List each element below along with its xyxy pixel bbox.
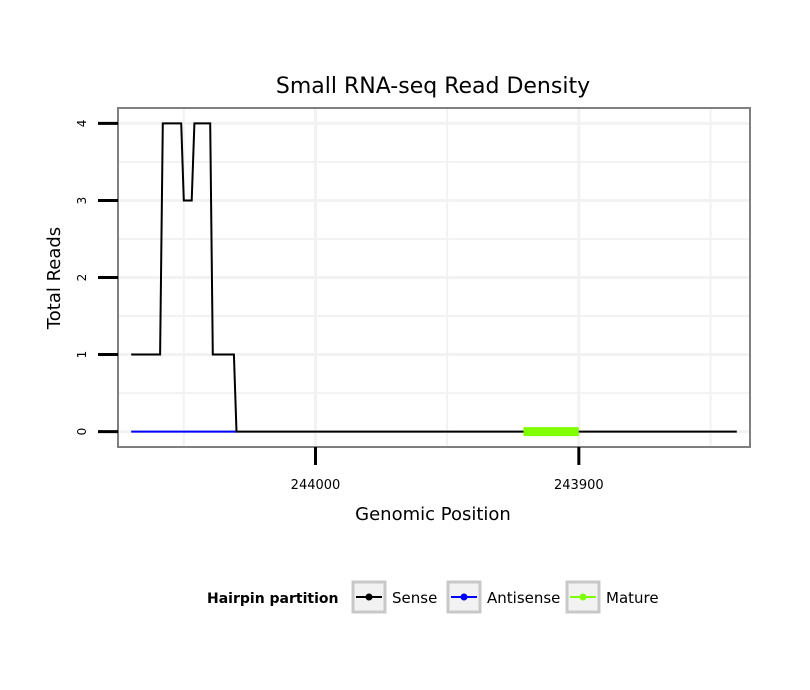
legend-item-sense: Sense [351,580,437,614]
y-tick-label-2: 2 [75,274,89,282]
legend-label-sense: Sense [392,589,437,607]
plot-grid [118,108,750,447]
y-axis-label: Total Reads [44,227,65,330]
legend-label-mature: Mature [606,589,659,607]
legend-item-antisense: Antisense [446,580,560,614]
y-tick-label-1: 1 [75,351,89,359]
y-tick-label-4: 4 [75,120,89,128]
axis-ticks: 0 1 2 3 4 244000 243900 [75,120,604,493]
x-tick-label-1: 243900 [554,478,604,493]
legend-title: Hairpin partition [207,591,338,607]
series-line-sense [131,122,737,433]
legend-dot-antisense [460,593,468,601]
legend-dot-sense [365,593,373,601]
chart-title: Small RNA-seq Read Density [276,74,590,99]
legend-label-antisense: Antisense [487,589,560,607]
y-tick-label-0: 0 [75,428,89,436]
series-layer [131,122,737,437]
y-tick-label-3: 3 [75,197,89,205]
x-tick-label-0: 244000 [291,478,341,493]
legend-item-mature: Mature [565,580,659,614]
legend-dot-mature [579,593,587,601]
x-axis-label: Genomic Position [355,504,511,525]
legend: Hairpin partition Sense Antisense Mature [207,580,659,614]
